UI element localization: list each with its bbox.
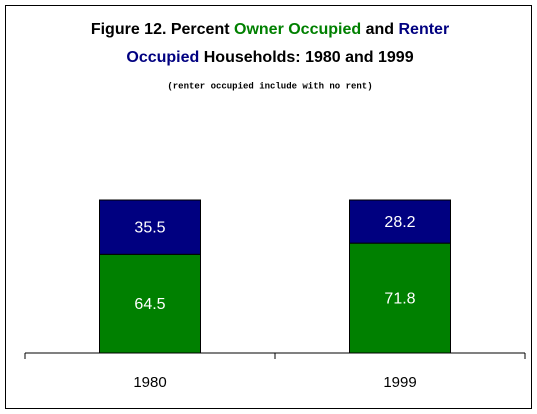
chart-title-line-2: Occupied Households: 1980 and 1999 xyxy=(126,49,413,66)
x-tick-label: 1999 xyxy=(383,374,416,391)
bar-segment xyxy=(99,199,201,255)
value-label: 35.5 xyxy=(134,219,165,236)
title-part: Renter xyxy=(398,21,449,38)
bar-segment xyxy=(99,253,201,354)
title-part: Households: 1980 and 1999 xyxy=(199,49,413,66)
title-part: Figure 12. Percent xyxy=(91,21,234,38)
title-part: Occupied xyxy=(126,49,199,66)
value-label: 28.2 xyxy=(384,214,415,231)
value-label: 64.5 xyxy=(134,296,165,313)
chart-title-line-1: Figure 12. Percent Owner Occupied and Re… xyxy=(91,21,449,38)
title-part: and xyxy=(361,21,398,38)
bar-segment xyxy=(349,242,451,354)
bar-segment xyxy=(349,199,451,244)
x-tick-label: 1980 xyxy=(133,374,166,391)
value-label: 71.8 xyxy=(384,290,415,307)
chart-subtitle: (renter occupied include with no rent) xyxy=(167,81,372,91)
title-part: Owner Occupied xyxy=(234,21,361,38)
